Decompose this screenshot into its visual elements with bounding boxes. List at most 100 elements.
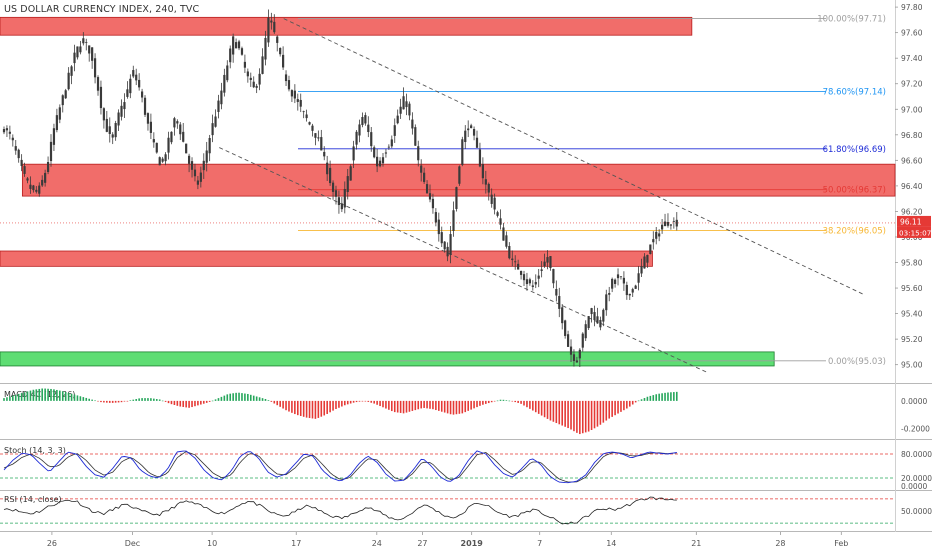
macd-bar bbox=[223, 395, 226, 401]
macd-bar bbox=[352, 400, 355, 403]
candle-body bbox=[643, 256, 646, 269]
candle-body bbox=[637, 273, 640, 283]
candle-body bbox=[649, 244, 652, 255]
macd-bar bbox=[191, 400, 193, 408]
candle-body bbox=[67, 72, 70, 90]
candle-body bbox=[264, 37, 267, 60]
candle-body bbox=[240, 48, 244, 55]
macd-bar bbox=[611, 400, 613, 417]
candle-body bbox=[358, 124, 361, 136]
candle-body bbox=[214, 116, 217, 127]
candle-body bbox=[170, 131, 173, 143]
candle-body bbox=[531, 285, 534, 287]
macd-bar bbox=[435, 400, 437, 411]
candle-body bbox=[593, 312, 596, 321]
chart-title: US DOLLAR CURRENCY INDEX, 240, TVC bbox=[4, 4, 200, 15]
candle-body bbox=[569, 346, 573, 355]
candle-body bbox=[519, 270, 523, 275]
macd-bar bbox=[6, 397, 8, 401]
candle-body bbox=[525, 279, 529, 285]
candle-body bbox=[493, 197, 496, 210]
candle-body bbox=[417, 146, 420, 161]
candle-body bbox=[267, 17, 270, 43]
channel-line-upper bbox=[283, 18, 864, 295]
macd-bar bbox=[408, 400, 411, 412]
candle-body bbox=[146, 113, 150, 124]
macd-bar bbox=[120, 400, 123, 403]
candle-body bbox=[655, 231, 658, 239]
macd-bar bbox=[564, 400, 566, 427]
macd-bar bbox=[391, 400, 393, 412]
candle-body bbox=[149, 121, 152, 133]
price-tick-label: 95.20 bbox=[901, 335, 923, 344]
candle-body bbox=[666, 222, 670, 226]
candle-body bbox=[561, 307, 564, 324]
candle-body bbox=[652, 239, 655, 243]
macd-bar bbox=[388, 400, 390, 410]
rsi-tick-label: 50.0000 bbox=[901, 507, 932, 516]
candle-body bbox=[41, 179, 44, 186]
macd-bar bbox=[197, 400, 199, 406]
candle-body bbox=[543, 261, 546, 267]
macd-bar bbox=[302, 400, 305, 417]
macd-bar bbox=[94, 400, 96, 402]
candle-body bbox=[314, 133, 317, 138]
candle-body bbox=[249, 77, 252, 80]
candle-body bbox=[237, 41, 241, 49]
macd-bar bbox=[9, 396, 11, 401]
candle-body bbox=[423, 172, 426, 182]
candle-body bbox=[323, 151, 326, 157]
price-tick-label: 95.60 bbox=[901, 284, 923, 293]
candle-body bbox=[608, 292, 611, 295]
macd-bar bbox=[511, 400, 514, 402]
macd-bar bbox=[61, 391, 64, 401]
candle-body bbox=[581, 333, 584, 348]
candle-body bbox=[229, 48, 232, 63]
candle-body bbox=[23, 166, 26, 174]
candle-body bbox=[496, 212, 499, 216]
macd-bar bbox=[414, 400, 417, 411]
macd-bar bbox=[285, 400, 287, 411]
macd-bar bbox=[670, 392, 672, 401]
candle-body bbox=[111, 134, 114, 138]
fib-label: 38.20%(96.05) bbox=[823, 227, 886, 237]
macd-bar bbox=[440, 400, 443, 412]
macd-bar bbox=[505, 400, 508, 401]
macd-bar bbox=[649, 395, 652, 401]
candle-body bbox=[70, 66, 73, 76]
macd-bar bbox=[50, 388, 52, 401]
macd-bar bbox=[135, 399, 138, 401]
macd-bar bbox=[367, 400, 370, 402]
macd-bar bbox=[23, 392, 26, 401]
candle-body bbox=[255, 85, 258, 88]
macd-bar bbox=[264, 398, 267, 401]
candle-body bbox=[32, 185, 35, 191]
macd-bar bbox=[675, 391, 678, 401]
candle-body bbox=[443, 241, 446, 250]
macd-bar bbox=[523, 400, 525, 406]
candle-body bbox=[220, 90, 223, 105]
macd-bar bbox=[247, 393, 249, 401]
candle-body bbox=[5, 128, 9, 131]
macd-bar bbox=[579, 400, 581, 435]
macd-bar bbox=[153, 398, 155, 401]
candle-body bbox=[361, 117, 364, 126]
candle-body bbox=[258, 73, 261, 85]
fib-label: 50.00%(96.37) bbox=[823, 186, 886, 196]
macd-bar bbox=[17, 393, 20, 401]
macd-bar bbox=[517, 400, 519, 403]
candle-body bbox=[564, 320, 567, 336]
macd-bar bbox=[526, 400, 528, 408]
candle-body bbox=[123, 102, 126, 110]
candle-body bbox=[408, 103, 411, 116]
candle-body bbox=[461, 139, 464, 165]
candle-body bbox=[508, 246, 511, 259]
candle-body bbox=[193, 169, 197, 177]
macd-bar bbox=[376, 400, 378, 405]
macd-bar bbox=[420, 400, 422, 409]
candle-body bbox=[49, 141, 53, 162]
candle-body bbox=[587, 316, 590, 329]
macd-bar bbox=[103, 400, 105, 403]
candle-body bbox=[340, 203, 343, 210]
